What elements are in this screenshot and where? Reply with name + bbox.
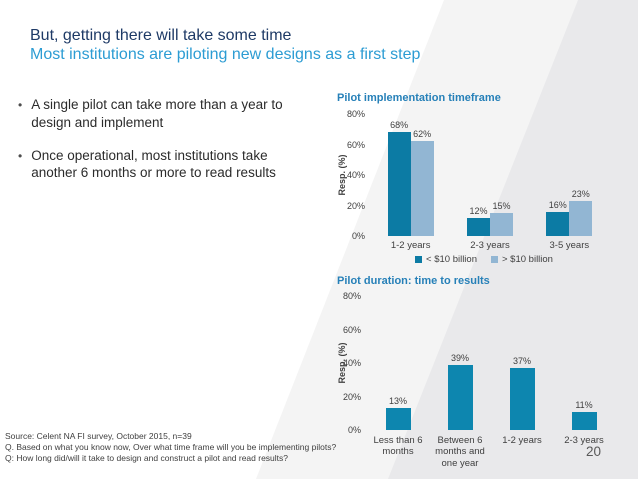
page-number: 20: [586, 444, 602, 459]
bar: [509, 368, 535, 430]
bar-value-label: 13%: [388, 396, 407, 407]
bar-value-label: 39%: [450, 352, 469, 363]
bar-value-label: 68%: [390, 120, 409, 131]
bar-with-label: 11%: [571, 296, 597, 430]
source-line: Source: Celent NA FI survey, October 201…: [5, 431, 192, 441]
source-note: Source: Celent NA FI survey, October 201…: [5, 431, 336, 465]
chart-pilot-implementation-timeframe: Pilot implementation timeframe Resp. (%)…: [330, 92, 638, 274]
bar-value-label: 11%: [575, 399, 593, 410]
legend-label: < $10 billion: [426, 254, 477, 265]
bar: [546, 211, 570, 236]
bar-group: 68% 62%: [371, 114, 450, 236]
y-tick-label: 20%: [346, 200, 365, 211]
bar-with-label: 15%: [489, 114, 513, 236]
x-category-label: Between 6 months and one year: [435, 435, 485, 469]
bullet-text: Once operational, most institutions take…: [31, 147, 276, 181]
x-category-label: 1-2 years: [390, 240, 431, 251]
x-axis-labels: Less than 6 months Between 6 months and o…: [367, 435, 615, 469]
y-tick-label: 0%: [351, 231, 365, 241]
bar: [466, 217, 490, 236]
bar: [385, 408, 411, 430]
bar-group: 37%: [491, 296, 553, 430]
bar-group: 13%: [367, 296, 429, 430]
bullet-marker: •: [18, 98, 23, 112]
bar-with-label: 39%: [447, 296, 473, 430]
bar-value-label: 12%: [469, 205, 488, 216]
bar-value-label: 62%: [413, 129, 432, 140]
plot-area: 68% 62% 12% 15% 16% 23%: [371, 114, 609, 236]
bar-with-label: 68%: [387, 114, 411, 236]
y-tick-label: 60%: [342, 324, 361, 335]
bar-with-label: 16%: [546, 114, 570, 236]
legend-label: > $10 billion: [502, 254, 553, 265]
y-tick-label: 0%: [347, 425, 361, 435]
bar-value-label: 15%: [492, 201, 511, 212]
bar-group: 12% 15%: [450, 114, 529, 236]
bar-with-label: 62%: [410, 114, 434, 236]
slide-title: But, getting there will take some time: [30, 27, 292, 44]
bar-group: 16% 23%: [530, 114, 609, 236]
y-tick-label: 40%: [342, 358, 361, 368]
legend-item: < $10 billion: [415, 254, 477, 265]
y-axis-ticks: 0% 20% 40% 60% 80%: [321, 291, 363, 435]
bar: [387, 132, 411, 236]
bar-with-label: 12%: [466, 114, 490, 236]
plot-area: 13% 39% 37% 11%: [367, 296, 615, 430]
bar-value-label: 23%: [571, 188, 590, 199]
bar: [569, 200, 593, 236]
y-tick-label: 80%: [346, 109, 365, 119]
bar: [489, 213, 513, 236]
bar-with-label: 37%: [509, 296, 535, 430]
chart-legend: < $10 billion > $10 billion: [330, 254, 638, 265]
chart-pilot-duration-time-to-results: Pilot duration: time to results Resp. (%…: [330, 275, 638, 477]
source-line: Q. Based on what you know now, Over what…: [5, 442, 337, 453]
x-category-label: 2-3 years: [564, 435, 604, 446]
bullet-text: A single pilot can take more than a year…: [31, 97, 283, 130]
y-axis-ticks: 0% 20% 40% 60% 80%: [325, 109, 367, 241]
bar: [410, 141, 434, 236]
title-block: But, getting there will take some time M…: [30, 27, 420, 65]
y-tick-label: 20%: [342, 391, 361, 402]
x-category-label: 3-5 years: [549, 240, 590, 251]
bullet-marker: •: [18, 148, 23, 163]
chart-title: Pilot duration: time to results: [337, 275, 490, 287]
x-category-label: 2-3 years: [470, 240, 510, 251]
bar-group: 39%: [429, 296, 491, 430]
legend-swatch-icon: [415, 256, 423, 263]
bar-with-label: 13%: [385, 296, 411, 430]
slide-subtitle: Most institutions are piloting new desig…: [30, 45, 421, 63]
x-category-label: Less than 6 months: [373, 435, 423, 458]
bar: [571, 411, 597, 430]
y-tick-label: 80%: [342, 291, 361, 301]
chart-title: Pilot implementation timeframe: [337, 92, 501, 104]
bar-group: 11%: [553, 296, 615, 430]
bar-value-label: 16%: [548, 199, 567, 210]
x-category-label: 1-2 years: [502, 435, 542, 446]
y-tick-label: 60%: [346, 139, 365, 150]
bar: [447, 364, 473, 430]
source-line: Q: How long did/will it take to design a…: [5, 453, 289, 464]
bar-value-label: 37%: [512, 356, 531, 367]
bullet-list: • A single pilot can take more than a ye…: [18, 96, 308, 197]
x-axis-labels: 1-2 years 2-3 years 3-5 years: [371, 240, 609, 251]
legend-swatch-icon: [491, 256, 498, 263]
y-tick-label: 40%: [346, 170, 365, 180]
bullet-item: • Once operational, most institutions ta…: [18, 147, 308, 183]
bar-with-label: 23%: [569, 114, 593, 236]
legend-item: > $10 billion: [491, 254, 553, 265]
bullet-item: • A single pilot can take more than a ye…: [18, 96, 308, 132]
